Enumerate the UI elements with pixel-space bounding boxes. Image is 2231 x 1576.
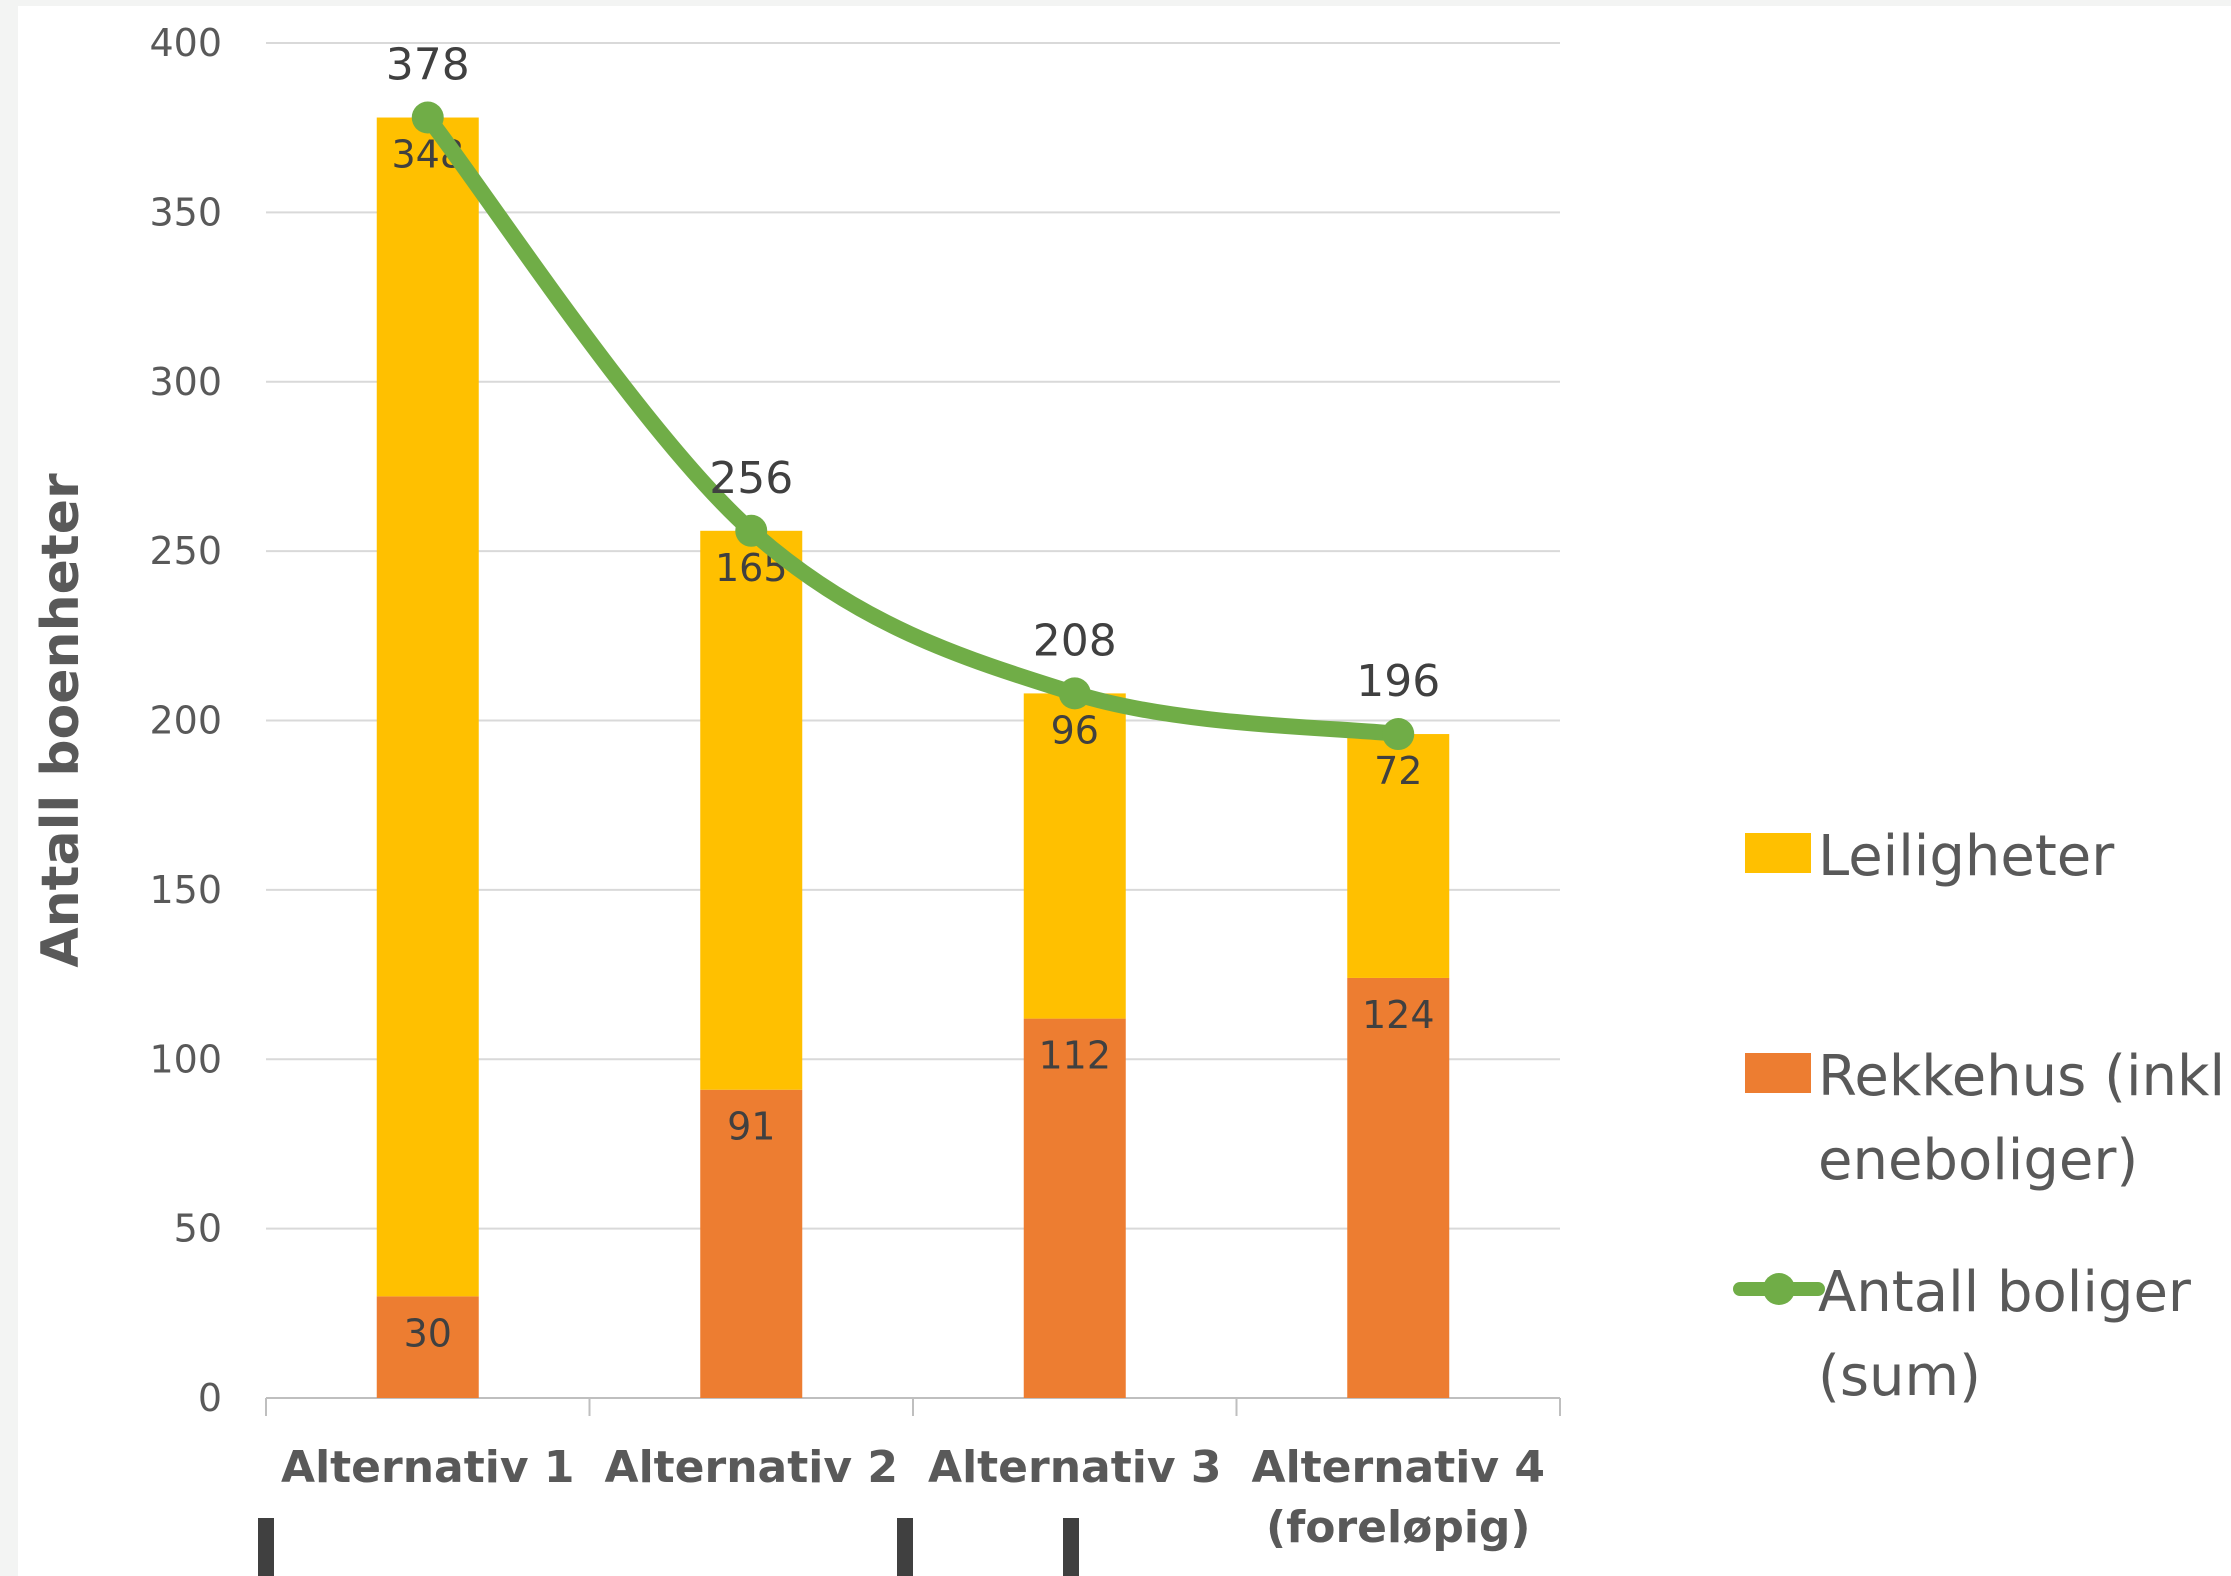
bottom-edge-mark	[258, 1518, 274, 1576]
bar-segment	[700, 1089, 803, 1398]
legend-label: Antall boliger	[1818, 1260, 2192, 1325]
bottom-edge-mark	[897, 1518, 913, 1576]
total-point	[411, 101, 444, 134]
bar-segment	[376, 1296, 479, 1398]
x-category-label: Alternativ 4	[1252, 1442, 1545, 1493]
y-tick-label: 150	[149, 868, 222, 912]
bar-segment	[1023, 693, 1126, 1019]
y-tick-label: 50	[174, 1207, 222, 1251]
bar-data-label: 30	[404, 1311, 452, 1355]
bar-segment	[700, 530, 803, 1090]
bar-segment	[1347, 734, 1450, 978]
total-point	[735, 514, 768, 547]
bar-data-label: 96	[1051, 708, 1099, 752]
bar-segment	[376, 117, 479, 1297]
x-category-label: Alternativ 1	[281, 1442, 574, 1493]
total-data-label: 208	[1033, 615, 1117, 666]
y-tick-label: 250	[149, 529, 222, 573]
y-tick-label: 400	[149, 21, 222, 65]
legend-label: eneboliger)	[1818, 1128, 2138, 1193]
bar-segment	[1347, 977, 1450, 1398]
total-point	[1382, 718, 1415, 751]
x-category-label: Alternativ 3	[928, 1442, 1221, 1493]
total-data-label: 196	[1356, 656, 1440, 707]
y-axis-title: Antall boenheter	[31, 473, 91, 968]
bar-segment	[1023, 1018, 1126, 1398]
total-data-label: 378	[386, 40, 470, 91]
y-tick-label: 0	[198, 1376, 222, 1420]
total-point	[1058, 677, 1091, 710]
x-category-label: (foreløpig)	[1266, 1502, 1531, 1553]
total-data-label: 256	[709, 453, 793, 504]
legend-marker	[1763, 1273, 1795, 1305]
legend-label: Rekkehus (inkl.	[1818, 1044, 2231, 1109]
legend-swatch	[1745, 1053, 1811, 1093]
legend-label: Leiligheter	[1818, 824, 2115, 889]
bar-data-label: 72	[1374, 749, 1422, 793]
bottom-edge-mark	[1063, 1518, 1079, 1576]
legend-label: (sum)	[1818, 1344, 1981, 1409]
total-line	[419, 109, 1407, 743]
y-tick-label: 300	[149, 360, 222, 404]
x-category-label: Alternativ 2	[605, 1442, 898, 1493]
legend-swatch	[1745, 833, 1811, 873]
bar-data-label: 91	[727, 1105, 775, 1149]
y-tick-label: 350	[149, 190, 222, 234]
bar-data-label: 124	[1362, 993, 1435, 1037]
y-tick-label: 100	[149, 1037, 222, 1081]
y-tick-label: 200	[149, 699, 222, 743]
bar-data-label: 112	[1038, 1034, 1111, 1078]
